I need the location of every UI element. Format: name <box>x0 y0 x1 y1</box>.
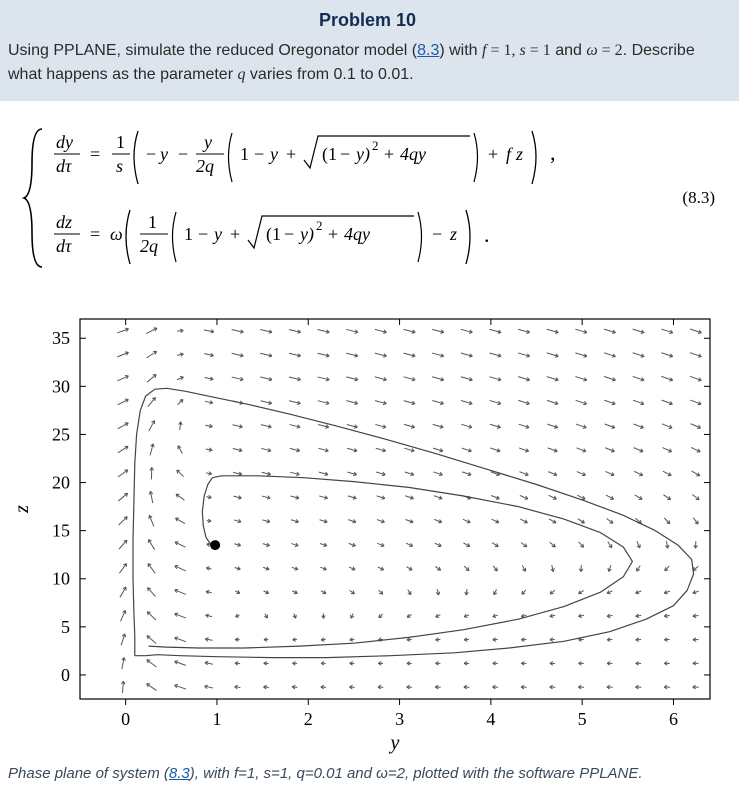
svg-text:=: = <box>90 144 100 164</box>
svg-text:dz: dz <box>56 212 72 232</box>
svg-text:4qy: 4qy <box>344 224 370 244</box>
svg-text:s: s <box>116 156 123 176</box>
svg-text:,: , <box>550 140 556 165</box>
svg-text:30: 30 <box>52 376 70 396</box>
svg-text:=: = <box>90 224 100 244</box>
svg-text:y: y <box>388 732 399 754</box>
problem-params: f = 1, s = 1 <box>482 42 551 59</box>
problem-text: Using PPLANE, simulate the reduced Orego… <box>8 39 727 87</box>
svg-text:5: 5 <box>577 709 586 729</box>
svg-text:f: f <box>506 144 514 164</box>
problem-text-part1: Using PPLANE, simulate the reduced Orego… <box>8 42 417 59</box>
svg-text:1: 1 <box>240 144 249 164</box>
svg-text:3: 3 <box>395 709 404 729</box>
svg-text:−: − <box>178 144 188 164</box>
equation-ref-link[interactable]: 8.3 <box>417 42 439 59</box>
svg-text:20: 20 <box>52 473 70 493</box>
problem-box: Problem 10 Using PPLANE, simulate the re… <box>0 0 739 101</box>
svg-text:−: − <box>284 224 294 244</box>
svg-text:5: 5 <box>61 617 70 637</box>
svg-text:z: z <box>515 144 523 164</box>
problem-text-part2: ) with <box>439 42 482 59</box>
svg-text:+: + <box>488 144 498 164</box>
problem-title: Problem 10 <box>8 10 727 31</box>
problem-omega: ω = 2 <box>586 42 622 59</box>
svg-text:1: 1 <box>116 132 125 152</box>
svg-text:10: 10 <box>52 569 70 589</box>
problem-text-range: varies from 0.1 to 0.01. <box>245 66 413 83</box>
svg-text:−: − <box>198 224 208 244</box>
svg-text:1: 1 <box>212 709 221 729</box>
svg-text:−: − <box>432 224 442 244</box>
chart-svg: 0 1 2 3 4 5 6 0 5 10 15 20 25 30 35 y z <box>10 309 730 759</box>
svg-text:35: 35 <box>52 328 70 348</box>
svg-text:2: 2 <box>316 218 323 233</box>
equation-svg: dydτ=1s−y−y2q1−y+(1−y)2+4qy+fz,dzdτ=ω12q… <box>18 113 638 283</box>
svg-text:−: − <box>340 144 350 164</box>
svg-text:0: 0 <box>61 665 70 685</box>
svg-text:+: + <box>286 144 296 164</box>
svg-text:2: 2 <box>372 138 379 153</box>
problem-text-and: and <box>551 42 587 59</box>
svg-text:+: + <box>384 144 394 164</box>
svg-text:ω: ω <box>110 224 123 244</box>
svg-text:+: + <box>230 224 240 244</box>
svg-text:1: 1 <box>148 212 157 232</box>
svg-text:.: . <box>484 222 490 247</box>
phase-plane-chart: 0 1 2 3 4 5 6 0 5 10 15 20 25 30 35 y z <box>10 309 730 759</box>
svg-text:y: y <box>158 144 168 164</box>
svg-text:z: z <box>449 224 457 244</box>
svg-text:0: 0 <box>121 709 130 729</box>
svg-text:y: y <box>202 132 212 152</box>
svg-text:(1: (1 <box>322 144 337 165</box>
svg-text:25: 25 <box>52 424 70 444</box>
svg-text:y: y <box>268 144 278 164</box>
svg-text:−: − <box>254 144 264 164</box>
svg-text:−: − <box>146 144 156 164</box>
svg-text:+: + <box>328 224 338 244</box>
svg-text:4: 4 <box>486 709 495 729</box>
equation-block: dydτ=1s−y−y2q1−y+(1−y)2+4qy+fz,dzdτ=ω12q… <box>0 101 739 291</box>
svg-text:y): y) <box>354 144 370 165</box>
caption-after: ), with f=1, s=1, q=0.01 and ω=2, plotte… <box>190 765 643 782</box>
svg-text:dτ: dτ <box>56 156 72 176</box>
svg-text:y): y) <box>298 224 314 245</box>
svg-text:dy: dy <box>56 132 73 152</box>
caption-before: Phase plane of system ( <box>8 765 169 782</box>
svg-text:15: 15 <box>52 521 70 541</box>
svg-text:y: y <box>212 224 222 244</box>
svg-text:2q: 2q <box>196 156 214 176</box>
svg-text:4qy: 4qy <box>400 144 426 164</box>
svg-text:2: 2 <box>303 709 312 729</box>
svg-text:1: 1 <box>184 224 193 244</box>
svg-text:(1: (1 <box>266 224 281 245</box>
svg-text:6: 6 <box>668 709 677 729</box>
figure-caption: Phase plane of system (8.3), with f=1, s… <box>0 759 739 792</box>
equation-number: (8.3) <box>682 188 715 208</box>
svg-text:2q: 2q <box>140 236 158 256</box>
svg-text:dτ: dτ <box>56 236 72 256</box>
svg-text:z: z <box>11 505 33 514</box>
caption-eq-ref[interactable]: 8.3 <box>169 765 190 782</box>
